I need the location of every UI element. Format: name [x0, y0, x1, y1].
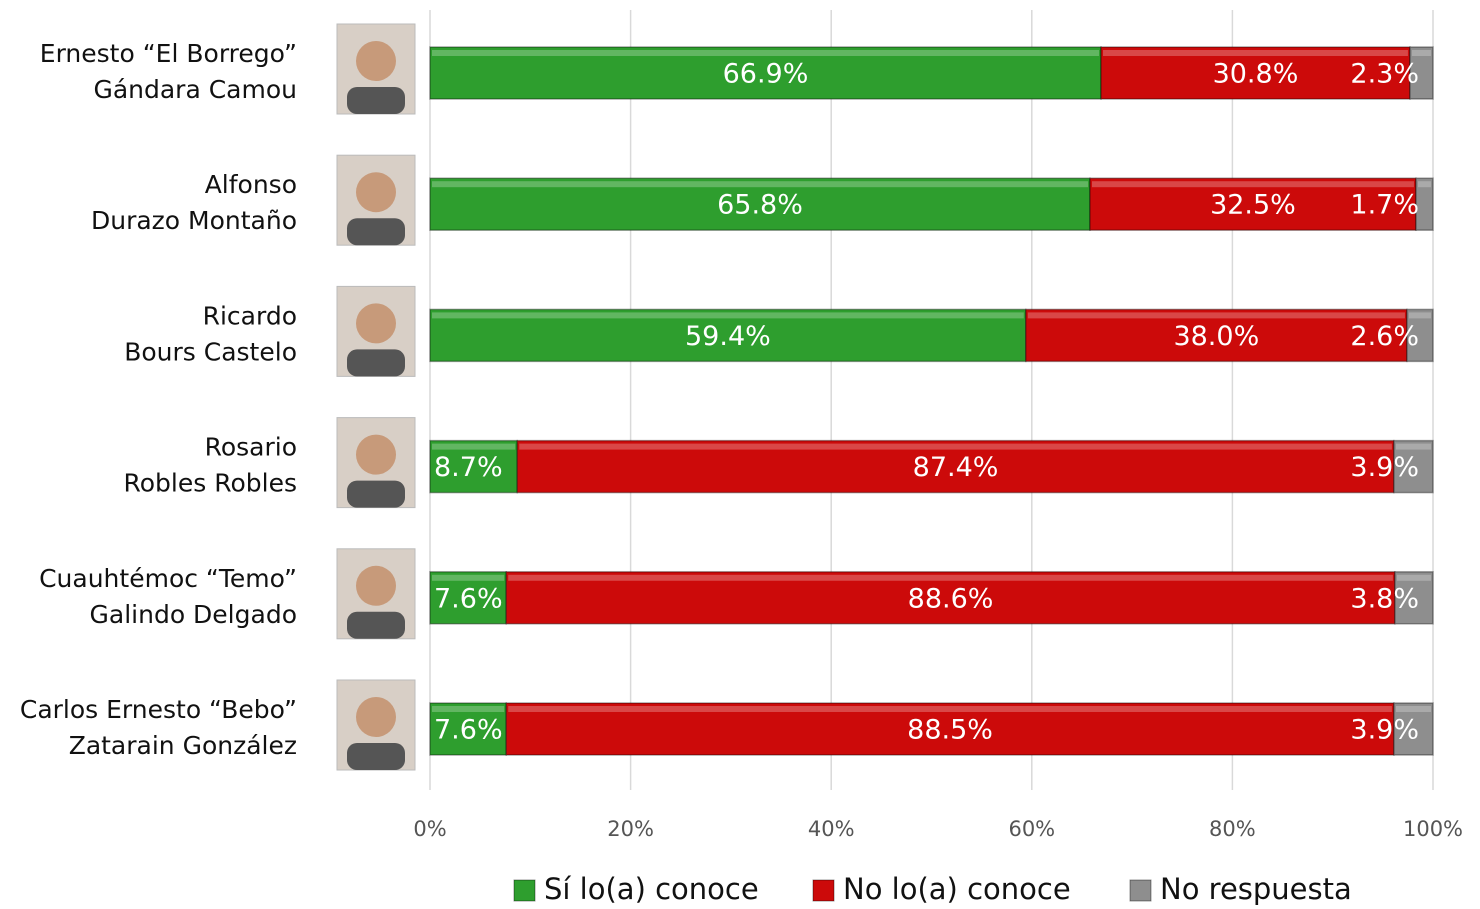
data-label: 2.3%: [1350, 59, 1419, 90]
category-label: Robles Robles: [124, 469, 297, 498]
x-tick-label: 80%: [1209, 817, 1256, 841]
category-label: Ricardo: [203, 301, 297, 330]
data-label: 7.6%: [434, 583, 503, 614]
category-label: Bours Castelo: [124, 337, 297, 366]
data-label: 2.6%: [1350, 321, 1419, 352]
bar-shine: [1418, 181, 1431, 187]
bar-shine: [1412, 50, 1431, 56]
legend-swatch: [514, 880, 535, 901]
bar-shine: [1397, 575, 1431, 581]
x-tick-label: 20%: [607, 817, 654, 841]
bar-shine: [508, 706, 1392, 712]
photo-face: [356, 697, 396, 737]
legend-swatch: [1130, 880, 1151, 901]
data-label: 66.9%: [723, 59, 809, 90]
photo-face: [356, 435, 396, 475]
data-label: 30.8%: [1213, 59, 1299, 90]
photo-face: [356, 172, 396, 212]
data-label: 3.8%: [1350, 583, 1419, 614]
category-label: Durazo Montaño: [91, 206, 297, 235]
bar-shine: [1409, 312, 1431, 318]
data-label: 3.9%: [1350, 452, 1419, 483]
bar-shine: [432, 575, 504, 581]
x-tick-label: 40%: [808, 817, 855, 841]
legend-label: Sí lo(a) conoce: [544, 872, 759, 906]
photo-body: [347, 87, 405, 114]
data-label: 59.4%: [685, 321, 771, 352]
category-label: Gándara Camou: [93, 75, 297, 104]
bar-shine: [432, 312, 1024, 318]
bar-shine: [1092, 181, 1414, 187]
photo-body: [347, 481, 405, 508]
category-label: Galindo Delgado: [90, 600, 297, 629]
bar-shine: [1103, 50, 1408, 56]
photo-face: [356, 41, 396, 81]
data-label: 38.0%: [1173, 321, 1259, 352]
photo-body: [347, 612, 405, 639]
photo-face: [356, 566, 396, 606]
x-tick-label: 60%: [1008, 817, 1055, 841]
x-tick-label: 100%: [1403, 817, 1463, 841]
photo-body: [347, 349, 405, 376]
bar-shine: [1028, 312, 1405, 318]
bar-shine: [432, 50, 1099, 56]
data-label: 65.8%: [717, 190, 803, 221]
category-label: Zatarain González: [69, 731, 297, 760]
legend-label: No lo(a) conoce: [843, 872, 1071, 906]
category-label: Rosario: [205, 433, 297, 462]
data-label: 32.5%: [1210, 190, 1296, 221]
chart: 0% 20% 40% 60% 80% 100% Ernesto “El Borrego” Gá…: [0, 0, 1480, 909]
data-label: 87.4%: [913, 452, 999, 483]
bar-shine: [519, 444, 1392, 450]
bar-shine: [432, 706, 504, 712]
bar-shine: [432, 444, 515, 450]
data-label: 7.6%: [434, 715, 503, 746]
x-tick-label: 0%: [413, 817, 446, 841]
legend-label: No respuesta: [1160, 872, 1352, 906]
data-label: 8.7%: [434, 452, 503, 483]
bar-shine: [508, 575, 1393, 581]
category-label: Ernesto “El Borrego”: [40, 39, 297, 68]
legend-swatch: [813, 880, 834, 901]
category-label: Carlos Ernesto “Bebo”: [20, 695, 297, 724]
data-label: 1.7%: [1350, 190, 1419, 221]
data-label: 3.9%: [1350, 715, 1419, 746]
photo-body: [347, 743, 405, 770]
photo-face: [356, 303, 396, 343]
data-label: 88.6%: [908, 583, 994, 614]
category-label: Alfonso: [205, 170, 297, 199]
data-label: 88.5%: [907, 715, 993, 746]
bar-shine: [1396, 444, 1431, 450]
bar-shine: [432, 181, 1088, 187]
page: {"chart_data": { "type": "stacked-bar-ho…: [0, 0, 1480, 909]
bar-shine: [1396, 706, 1431, 712]
photo-body: [347, 218, 405, 245]
category-label: Cuauhtémoc “Temo”: [39, 564, 297, 593]
